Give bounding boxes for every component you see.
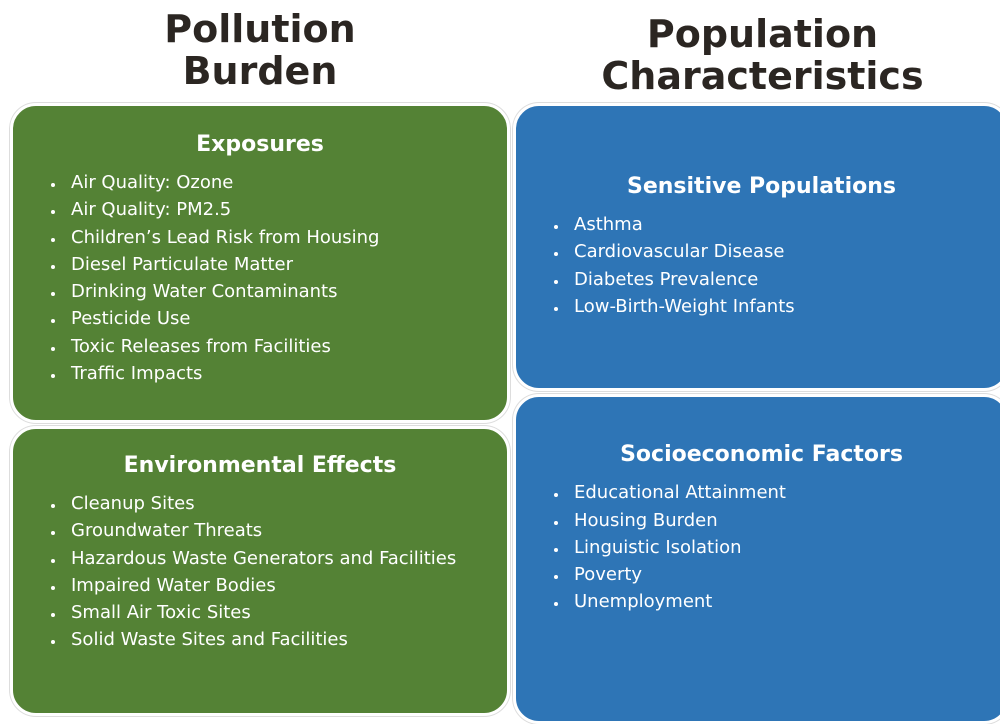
category-box: Environmental Effects Cleanup SitesGround… [10,426,510,716]
list-item: Diesel Particulate Matter [65,251,487,278]
item-list: AsthmaCardiovascular DiseaseDiabetes Pre… [516,211,1000,320]
list-item: Drinking Water Contaminants [65,278,487,305]
list-item: Unemployment [568,588,987,615]
list-item: Hazardous Waste Generators and Facilitie… [65,545,487,572]
list-item: Diabetes Prevalence [568,266,987,293]
category-box: Exposures Air Quality: OzoneAir Quality: … [10,103,510,423]
box-title: Exposures [196,132,324,157]
list-item: Air Quality: Ozone [65,169,487,196]
list-item: Asthma [568,211,987,238]
list-item: Cardiovascular Disease [568,238,987,265]
box-title: Environmental Effects [123,453,397,478]
list-item: Air Quality: PM2.5 [65,196,487,223]
list-item: Solid Waste Sites and Facilities [65,626,487,653]
list-item: Housing Burden [568,507,987,534]
list-item: Cleanup Sites [65,490,487,517]
category-box: Socioeconomic Factors Educational Attainm… [513,394,1000,724]
list-item: Pesticide Use [65,305,487,332]
column-heading: Pollution Burden [164,7,356,93]
category-box: Sensitive Populations AsthmaCardiovascula… [513,103,1000,391]
list-item: Traffic Impacts [65,360,487,387]
list-item: Low-Birth-Weight Infants [568,293,987,320]
item-list: Cleanup SitesGroundwater ThreatsHazardou… [13,490,507,654]
list-item: Educational Attainment [568,479,987,506]
box-title: Socioeconomic Factors [620,442,903,468]
list-item: Small Air Toxic Sites [65,599,487,626]
column-heading: Population Characteristics [601,12,924,98]
box-title: Sensitive Populations [626,173,896,199]
list-item: Linguistic Isolation [568,534,987,561]
list-item: Poverty [568,561,987,588]
list-item: Toxic Releases from Facilities [65,333,487,360]
list-item: Groundwater Threats [65,517,487,544]
item-list: Air Quality: OzoneAir Quality: PM2.5Chil… [13,169,507,387]
page: Pollution Burden Exposures Air Quality: Oz… [0,0,1000,706]
list-item: Children’s Lead Risk from Housing [65,224,487,251]
list-item: Impaired Water Bodies [65,572,487,599]
item-list: Educational AttainmentHousing BurdenLing… [516,479,1000,615]
